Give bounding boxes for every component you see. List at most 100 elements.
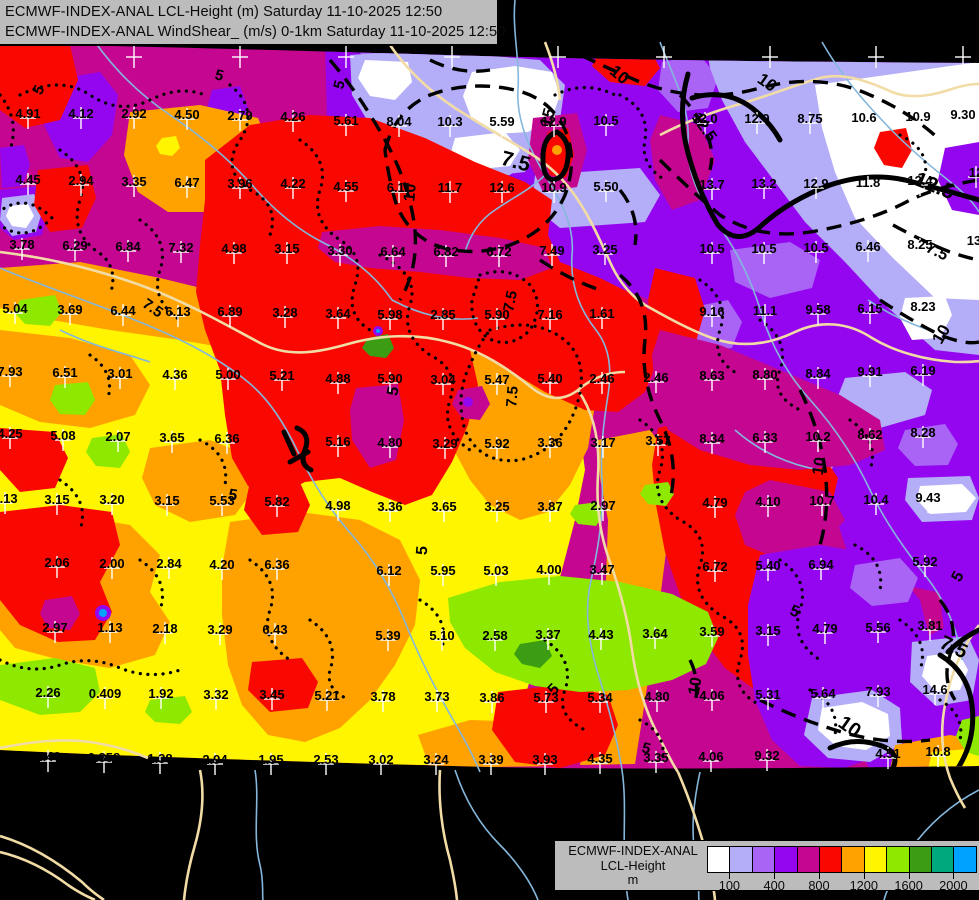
station-value: 10.9 (541, 180, 566, 195)
legend-swatch (954, 847, 976, 872)
graticule-cross (437, 437, 453, 459)
station-value: 12.4 (907, 173, 933, 188)
station-value: 9.32 (754, 748, 779, 763)
station-value: 6.33 (752, 430, 777, 445)
graticule-cross (593, 628, 609, 650)
graticule-cross (704, 242, 720, 264)
station-value: 8.04 (386, 114, 412, 129)
station-value: 10.5 (751, 241, 776, 256)
station-value: 2.18 (152, 621, 177, 636)
graticule-cross (648, 751, 664, 773)
graticule-cross (915, 426, 931, 448)
station-value: 5.03 (483, 563, 508, 578)
station-value: 9.58 (805, 302, 830, 317)
station-value: 1.95 (258, 752, 283, 767)
station-value: 6.46 (855, 239, 880, 254)
graticule-cross (494, 181, 510, 203)
graticule-cross (232, 109, 248, 131)
graticule-cross (650, 434, 666, 456)
graticule-cross (274, 369, 290, 391)
graticule-cross (870, 685, 886, 707)
graticule-cross (757, 368, 773, 390)
station-value: 2.53 (313, 752, 338, 767)
station-value: 4.35 (587, 751, 612, 766)
station-value: 4.10 (755, 494, 780, 509)
graticule-cross (20, 173, 36, 195)
station-value: 6.15 (857, 301, 882, 316)
station-value: 5.92 (484, 436, 509, 451)
graticule-cross (860, 176, 876, 198)
graticule-cross (542, 372, 558, 394)
graticule-cross (922, 619, 938, 641)
graticule-cross (704, 178, 720, 200)
station-value: 4.20 (209, 557, 234, 572)
station-value: 10.8 (925, 744, 950, 759)
graticule-cross (542, 308, 558, 330)
station-value: 8.28 (910, 425, 935, 440)
station-value: 5.82 (264, 494, 289, 509)
station-value: 4.98 (325, 498, 350, 513)
graticule-cross (647, 627, 663, 649)
graticule-cross (104, 557, 120, 579)
graticule-cross (703, 750, 719, 772)
station-value: 3.87 (537, 499, 562, 514)
graticule-cross (544, 244, 560, 266)
graticule-cross (598, 180, 614, 202)
contour-label: 5 (227, 486, 239, 504)
legend-tick-mark (819, 872, 820, 879)
station-value: 7.32 (168, 240, 193, 255)
station-value: 13.7 (699, 177, 724, 192)
station-value: 7.16 (537, 307, 562, 322)
graticule-cross (762, 46, 778, 68)
legend-tick-label: 400 (763, 878, 785, 893)
graticule-cross (594, 563, 610, 585)
station-value: 1.13 (97, 620, 122, 635)
legend-model-name: ECMWF-INDEX-ANAL (568, 843, 698, 858)
station-value: 4.00 (536, 562, 561, 577)
graticule-cross (330, 499, 346, 521)
graticule-cross (494, 115, 510, 137)
graticule-cross (862, 428, 878, 450)
graticule-cross (338, 180, 354, 202)
graticule-cross (330, 372, 346, 394)
station-value: 3.15 (44, 492, 69, 507)
station-value: 5.47 (484, 372, 509, 387)
legend-swatch (909, 847, 932, 872)
station-value: 1.46 (35, 749, 60, 764)
station-value: 12.9 (803, 176, 828, 191)
graticule-cross (862, 302, 878, 324)
station-value: 12.9 (744, 111, 769, 126)
graticule-cross (760, 495, 776, 517)
station-value: 6.11 (387, 180, 412, 195)
station-value: 4.79 (702, 495, 727, 510)
graticule-cross (868, 46, 884, 68)
station-value: 11.1 (753, 303, 778, 318)
contour-label: 15 (536, 106, 559, 129)
station-value: 7.93 (0, 364, 23, 379)
graticule-cross (442, 115, 458, 137)
graticule-cross (97, 687, 113, 709)
station-value: 3.78 (370, 689, 395, 704)
graticule-cross (277, 306, 293, 328)
graticule-cross (207, 753, 223, 775)
station-value: 2.94 (202, 752, 228, 767)
graticule-cross (382, 308, 398, 330)
legend-swatch (842, 847, 865, 872)
graticule-cross (707, 496, 723, 518)
station-value: 3.65 (431, 499, 456, 514)
station-value: 8.62 (857, 427, 882, 442)
station-value: 9.16 (699, 304, 724, 319)
graticule-cross (264, 688, 280, 710)
graticule-cross (279, 242, 295, 264)
station-value: 3.28 (272, 305, 297, 320)
graticule-cross (435, 564, 451, 586)
station-value: 3.20 (99, 492, 124, 507)
station-value: 5.40 (537, 371, 562, 386)
station-value: 3.69 (57, 302, 82, 317)
station-value: 13.2 (751, 176, 776, 191)
station-value: 2.85 (430, 307, 455, 322)
legend-tick-mark (863, 872, 865, 879)
graticule-cross (915, 300, 931, 322)
graticule-cross (756, 242, 772, 264)
